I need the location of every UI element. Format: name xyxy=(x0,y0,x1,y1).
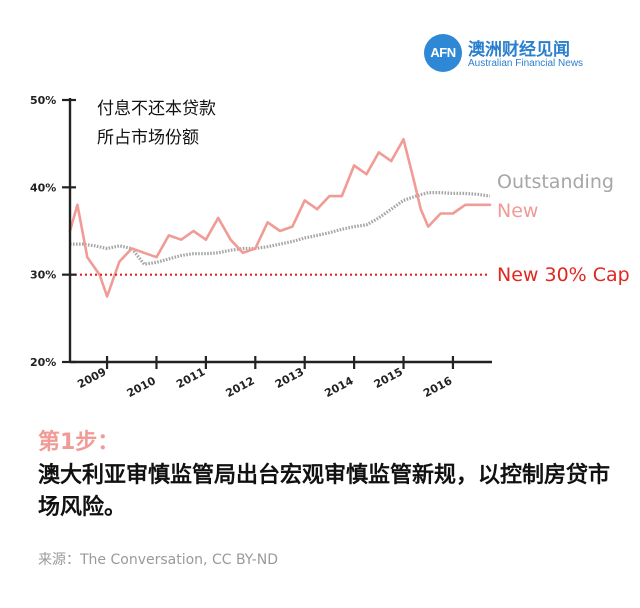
chart-title-line-1: 付息不还本贷款 xyxy=(97,99,216,119)
y-ticks: 20% 30% 40% 50% xyxy=(30,94,76,369)
series-line-new xyxy=(68,137,492,298)
legend-new-30-cap: New 30% Cap xyxy=(497,264,630,286)
legend-outstanding: Outstanding xyxy=(497,171,614,193)
series-line-outstanding xyxy=(70,190,491,266)
series-layer xyxy=(68,137,492,298)
chart-title-line-2: 所占市场份额 xyxy=(97,128,199,148)
brand-name-chinese: 澳洲财经见闻 xyxy=(468,40,570,60)
brand-name-english: Australian Financial News xyxy=(468,58,584,69)
legend-new: New xyxy=(497,200,538,222)
step-label: 第1步： xyxy=(38,430,120,455)
y-tick-label: 30% xyxy=(30,269,56,282)
headline: 澳大利亚审慎监管局出台宏观审慎监管新规，以控制房贷市场风险。 xyxy=(38,463,611,520)
afn-logo-mark: AFN xyxy=(424,34,462,72)
y-tick-label: 20% xyxy=(30,356,56,369)
x-tick-label: 2014 xyxy=(322,374,355,400)
x-tick-label: 2013 xyxy=(273,365,306,391)
y-tick-label: 50% xyxy=(30,94,56,107)
source-credit: 来源：The Conversation, CC BY-ND xyxy=(38,552,278,568)
x-tick-label: 2010 xyxy=(125,374,158,400)
x-tick-label: 2011 xyxy=(174,365,207,391)
axes-layer xyxy=(68,98,492,364)
x-tick-label: 2016 xyxy=(421,374,454,400)
interest-only-loans-chart: 20% 30% 40% 50% 2009 2010 2011 2012 2013 2014 201… xyxy=(30,94,630,400)
x-tick-label: 2009 xyxy=(75,365,108,391)
x-tick-label: 2015 xyxy=(372,365,405,391)
x-tick-label: 2012 xyxy=(224,374,257,400)
y-tick-label: 40% xyxy=(30,181,56,194)
